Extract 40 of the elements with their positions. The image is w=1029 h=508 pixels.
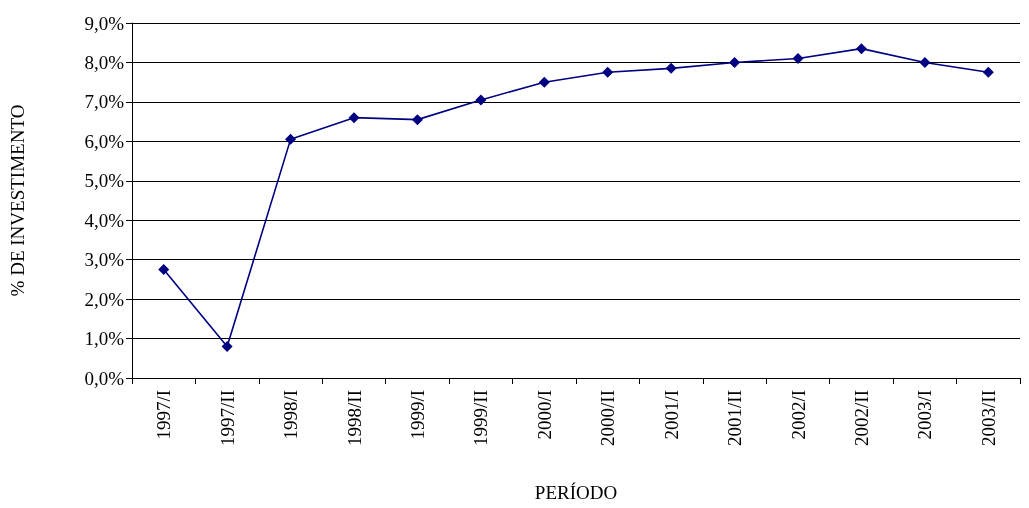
y-tick-label: 6,0% [84,130,125,152]
point [982,66,994,78]
x-tick-label: 1999/I [406,390,428,440]
x-tick-label: 1997/I [153,390,175,440]
y-tick-label: 0,0% [84,367,125,389]
y-tick-label: 4,0% [84,209,125,231]
y-tick-label: 7,0% [84,91,125,113]
point [285,133,297,145]
x-tick-label: 1997/II [216,390,238,446]
point [919,56,931,68]
point [792,53,804,64]
point [602,66,614,78]
point [348,112,360,124]
x-tick-label: 1999/II [470,390,492,446]
x-tick-label: 2000/II [597,390,619,446]
y-axis-title: % DE INVESTIMENTO [7,104,28,297]
point [475,94,487,106]
x-tick-label: 2000/I [533,390,555,440]
x-tick-label: 2002/II [850,390,872,446]
x-tick-label: 2001/I [660,390,682,440]
x-axis-title: PERÍODO [534,482,618,503]
point [855,43,867,55]
x-tick-label: 1998/I [280,390,302,440]
y-tick-label: 3,0% [84,249,125,271]
point [221,340,233,352]
x-tick-label: 2003/II [977,390,999,446]
y-tick-label: 8,0% [84,51,125,73]
point [411,114,423,126]
point [665,62,677,74]
point [158,264,170,276]
x-tick-label: 1998/II [343,390,365,446]
x-tick-label: 2001/II [724,390,746,446]
point [729,56,741,68]
y-tick-label: 5,0% [84,170,125,192]
x-tick-label: 2003/I [914,390,936,440]
y-tick-label: 9,0% [84,12,125,34]
point [538,76,550,88]
x-tick-label: 2002/I [787,390,809,440]
y-tick-label: 1,0% [84,328,125,350]
y-tick-label: 2,0% [84,288,125,310]
